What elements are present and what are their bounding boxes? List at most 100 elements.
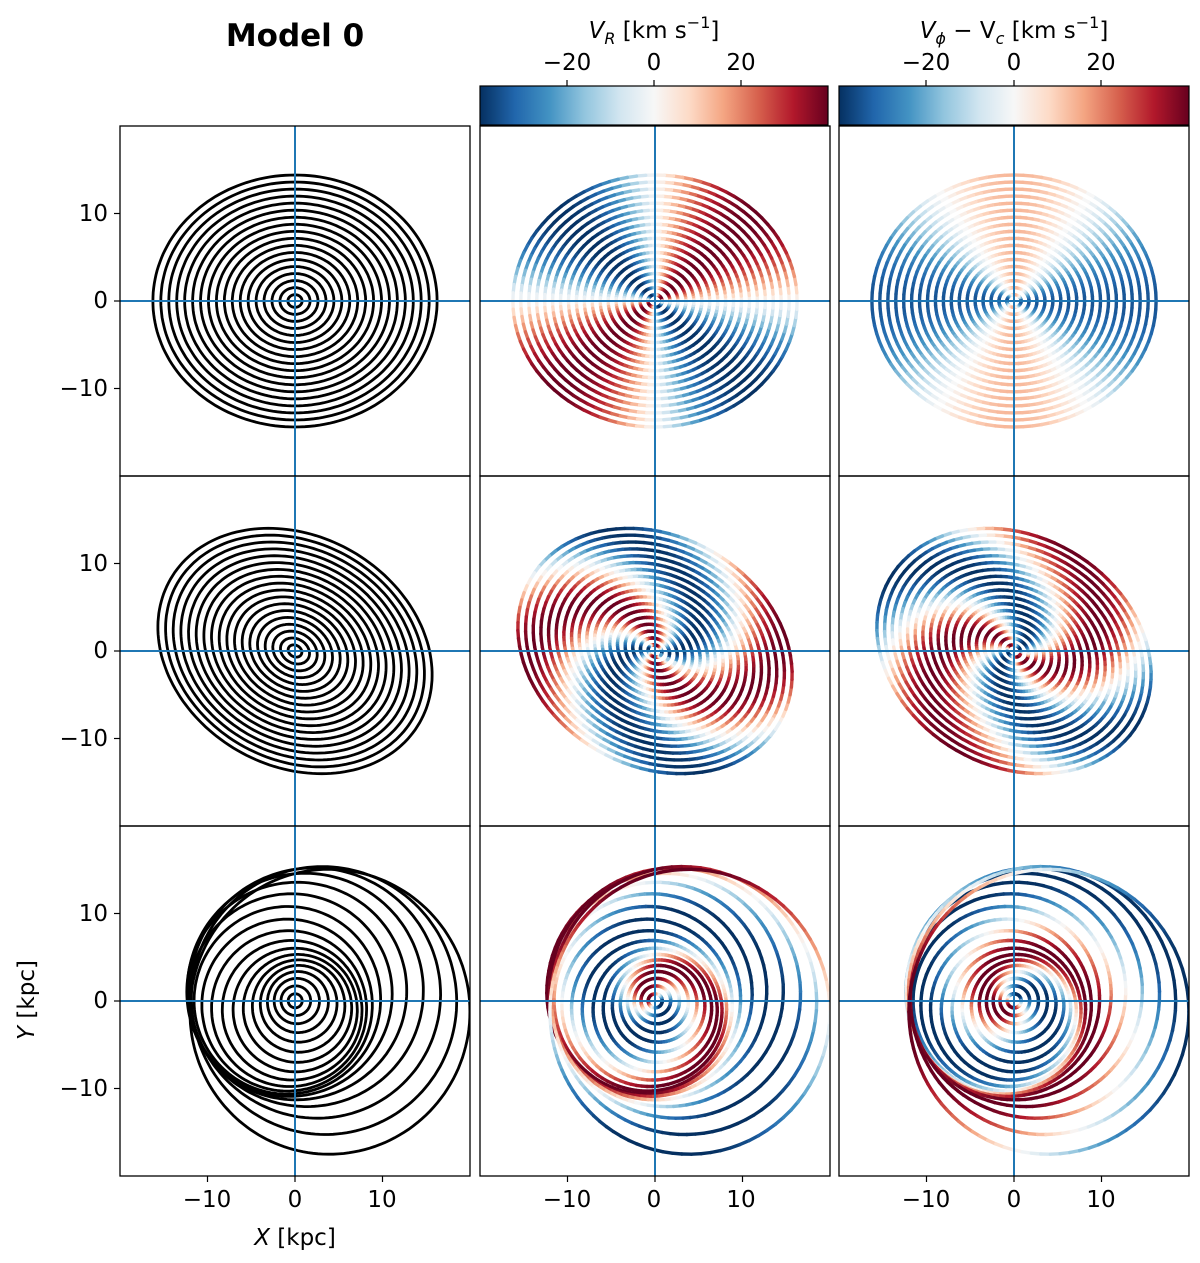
panel-r1-vphi — [839, 476, 1189, 826]
x-axis-label: X [kpc] — [253, 1225, 336, 1251]
orbit-line — [974, 615, 1054, 687]
orbit-line — [951, 595, 1077, 707]
orbit-line — [913, 560, 1115, 742]
orbit-line — [240, 602, 350, 700]
crosshair — [120, 826, 470, 1176]
orbit-line — [263, 622, 327, 680]
orbit-line — [164, 533, 426, 769]
panel-ticks — [114, 212, 120, 390]
orbit-line — [516, 526, 794, 776]
x-tick-label: 0 — [647, 1187, 662, 1213]
orbit-line — [554, 560, 756, 742]
crosshair — [839, 826, 1189, 1176]
panel-ticks — [566, 1176, 744, 1182]
colorbar-vphi-tick: −20 — [902, 50, 951, 76]
panel-r0-vr — [480, 126, 830, 476]
x-tick-label: 10 — [367, 1187, 396, 1213]
orbit-line — [998, 984, 1032, 1018]
crosshair — [120, 126, 470, 476]
orbit-line — [886, 187, 1142, 415]
orbit-line — [618, 963, 699, 1044]
y-tick-label: 0 — [93, 288, 108, 314]
colorbar-vphi-tick: 20 — [1086, 50, 1115, 76]
y-tick-label: 0 — [93, 638, 108, 664]
orbit-line — [231, 946, 359, 1074]
y-tick-label: 10 — [79, 551, 108, 577]
orbit-line — [569, 929, 729, 1089]
x-tick-label: 0 — [288, 1187, 303, 1213]
crosshair — [480, 476, 830, 826]
orbit-line — [271, 629, 319, 673]
orbit-line — [965, 257, 1063, 345]
colorbar-vr-tick: 20 — [726, 50, 755, 76]
orbit-line — [251, 958, 347, 1054]
orbit-line — [592, 595, 718, 707]
orbit-line — [590, 243, 720, 359]
orbit-line — [248, 609, 342, 693]
orbit-line — [608, 608, 702, 694]
panel-r1-orbits — [120, 476, 470, 826]
orbit-line — [527, 187, 783, 415]
orbit-line — [933, 229, 1095, 373]
colorbar-vphi: Vϕ − Vc [km s−1] −20 0 20 — [838, 13, 1190, 126]
colorbar-vphi-label: Vϕ − Vc [km s−1] — [920, 13, 1109, 48]
colorbar-vphi-ticks: −20 0 20 — [902, 50, 1116, 86]
crosshair — [480, 126, 830, 476]
orbit-line — [258, 964, 339, 1044]
y-tick-label: 0 — [93, 988, 108, 1014]
orbit-line — [632, 976, 682, 1026]
x-tick-label: 10 — [726, 1187, 755, 1213]
crosshair — [839, 126, 1189, 476]
colorbar-vr-tick: 0 — [647, 50, 662, 76]
orbit-line — [894, 194, 1135, 408]
orbit-line — [577, 581, 733, 721]
orbit-line — [179, 547, 411, 755]
orbit-line — [902, 201, 1127, 401]
y-axis-label: Y [kpc] — [14, 960, 40, 1040]
orbit-line — [909, 208, 1119, 394]
orbit-line — [957, 250, 1071, 352]
panel-ticks — [925, 1176, 1103, 1182]
colorbar-vphi-gradient — [838, 85, 1190, 126]
orbit-line — [598, 250, 712, 352]
x-tick-label: −10 — [902, 1187, 951, 1213]
orbit-line — [225, 588, 365, 714]
orbit-line — [882, 533, 1146, 769]
orbit-line — [519, 180, 791, 422]
y-tick-label: −10 — [59, 376, 108, 402]
orbit-line — [917, 215, 1111, 387]
orbit-line — [870, 173, 1158, 429]
panel-r0-vphi — [839, 126, 1189, 476]
orbit-line — [1005, 293, 1023, 309]
x-tick-label: 0 — [1007, 1187, 1022, 1213]
orbit-line — [925, 222, 1103, 380]
orbit-line — [936, 581, 1092, 721]
orbit-line — [625, 969, 691, 1035]
panel-r2-vr — [480, 826, 830, 1176]
orbit-line — [977, 963, 1058, 1044]
orbit-line — [279, 636, 311, 666]
orbit-line — [192, 905, 382, 1096]
orbit-line — [878, 180, 1150, 422]
orbit-line — [200, 917, 374, 1093]
orbit-line — [511, 173, 799, 429]
orbit-line — [580, 938, 724, 1082]
crosshair — [480, 826, 830, 1176]
orbit-line — [256, 615, 334, 687]
orbit-line — [548, 867, 830, 1156]
orbit-line — [591, 946, 719, 1074]
orbit-line — [241, 953, 354, 1064]
orbit-line — [600, 602, 710, 700]
orbit-line — [220, 938, 364, 1082]
orbit-line — [539, 547, 771, 755]
y-tick-label: −10 — [59, 1076, 108, 1102]
orbit-line — [562, 567, 748, 735]
colorbar-vr-tick: −20 — [543, 50, 592, 76]
x-tick-label: 10 — [1086, 1187, 1115, 1213]
orbit-line — [614, 264, 696, 338]
orbit-line — [982, 622, 1046, 680]
orbit-line — [535, 194, 775, 408]
orbit-line — [156, 526, 434, 776]
orbit-line — [569, 574, 741, 728]
